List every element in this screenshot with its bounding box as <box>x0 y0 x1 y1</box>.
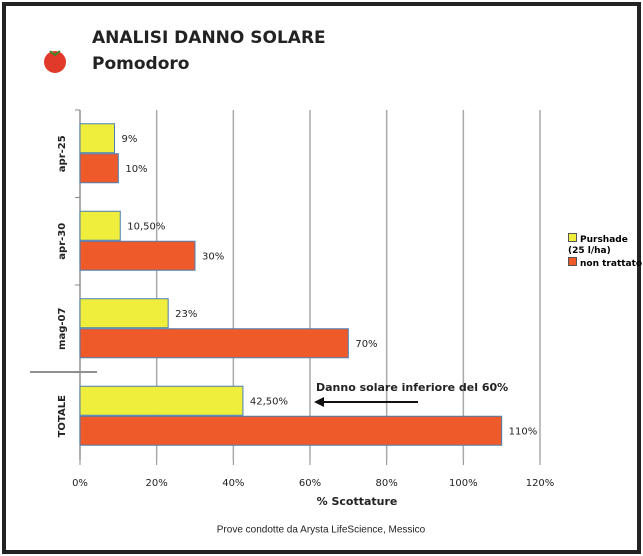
legend-item: Purshade (25 l/ha) <box>568 233 643 257</box>
legend-label: non trattato <box>580 259 643 269</box>
value-label: 9% <box>122 134 138 145</box>
x-tick-label: 80% <box>376 478 398 489</box>
legend-swatch <box>568 233 577 242</box>
x-axis-title: % Scottature <box>317 495 398 508</box>
x-tick-label: 0% <box>72 478 88 489</box>
bar <box>79 328 349 359</box>
annotation: Danno solare inferiore del 60% <box>316 381 508 394</box>
x-tick-label: 20% <box>146 478 168 489</box>
chart-subtitle: Pomodoro <box>92 54 189 74</box>
legend-item: non trattato <box>568 257 643 270</box>
tomato-leaf <box>49 50 61 57</box>
bar <box>79 415 503 446</box>
value-label: 10,50% <box>127 221 165 232</box>
tomato-icon <box>44 51 66 73</box>
y-tick-label: TOTALE <box>57 395 68 437</box>
y-tick-label: apr-30 <box>57 223 68 260</box>
x-tick-label: 40% <box>222 478 244 489</box>
annotation-arrowhead <box>314 397 324 407</box>
x-tick-label: 120% <box>526 478 555 489</box>
bar <box>79 385 244 416</box>
legend: Purshade (25 l/ha) non trattato <box>568 233 643 270</box>
y-tick-label: apr-25 <box>57 135 68 172</box>
chart-title: ANALISI DANNO SOLARE <box>92 28 326 48</box>
value-label: 30% <box>202 251 224 262</box>
y-tick-label: mag-07 <box>57 308 68 350</box>
legend-swatch <box>568 257 577 266</box>
value-label: 42,50% <box>250 396 288 407</box>
bar <box>79 240 196 271</box>
bar <box>79 298 169 329</box>
x-tick-label: 100% <box>449 478 478 489</box>
bar <box>79 210 121 241</box>
x-tick-label: 60% <box>299 478 321 489</box>
bar <box>79 153 119 184</box>
value-label: 70% <box>355 339 377 350</box>
footer: Prove condotte da Arysta LifeScience, Me… <box>217 525 426 536</box>
bar <box>79 123 115 154</box>
value-label: 110% <box>509 426 538 437</box>
value-label: 23% <box>175 309 197 320</box>
value-label: 10% <box>125 164 147 175</box>
legend-label: Purshade (25 l/ha) <box>568 235 628 256</box>
